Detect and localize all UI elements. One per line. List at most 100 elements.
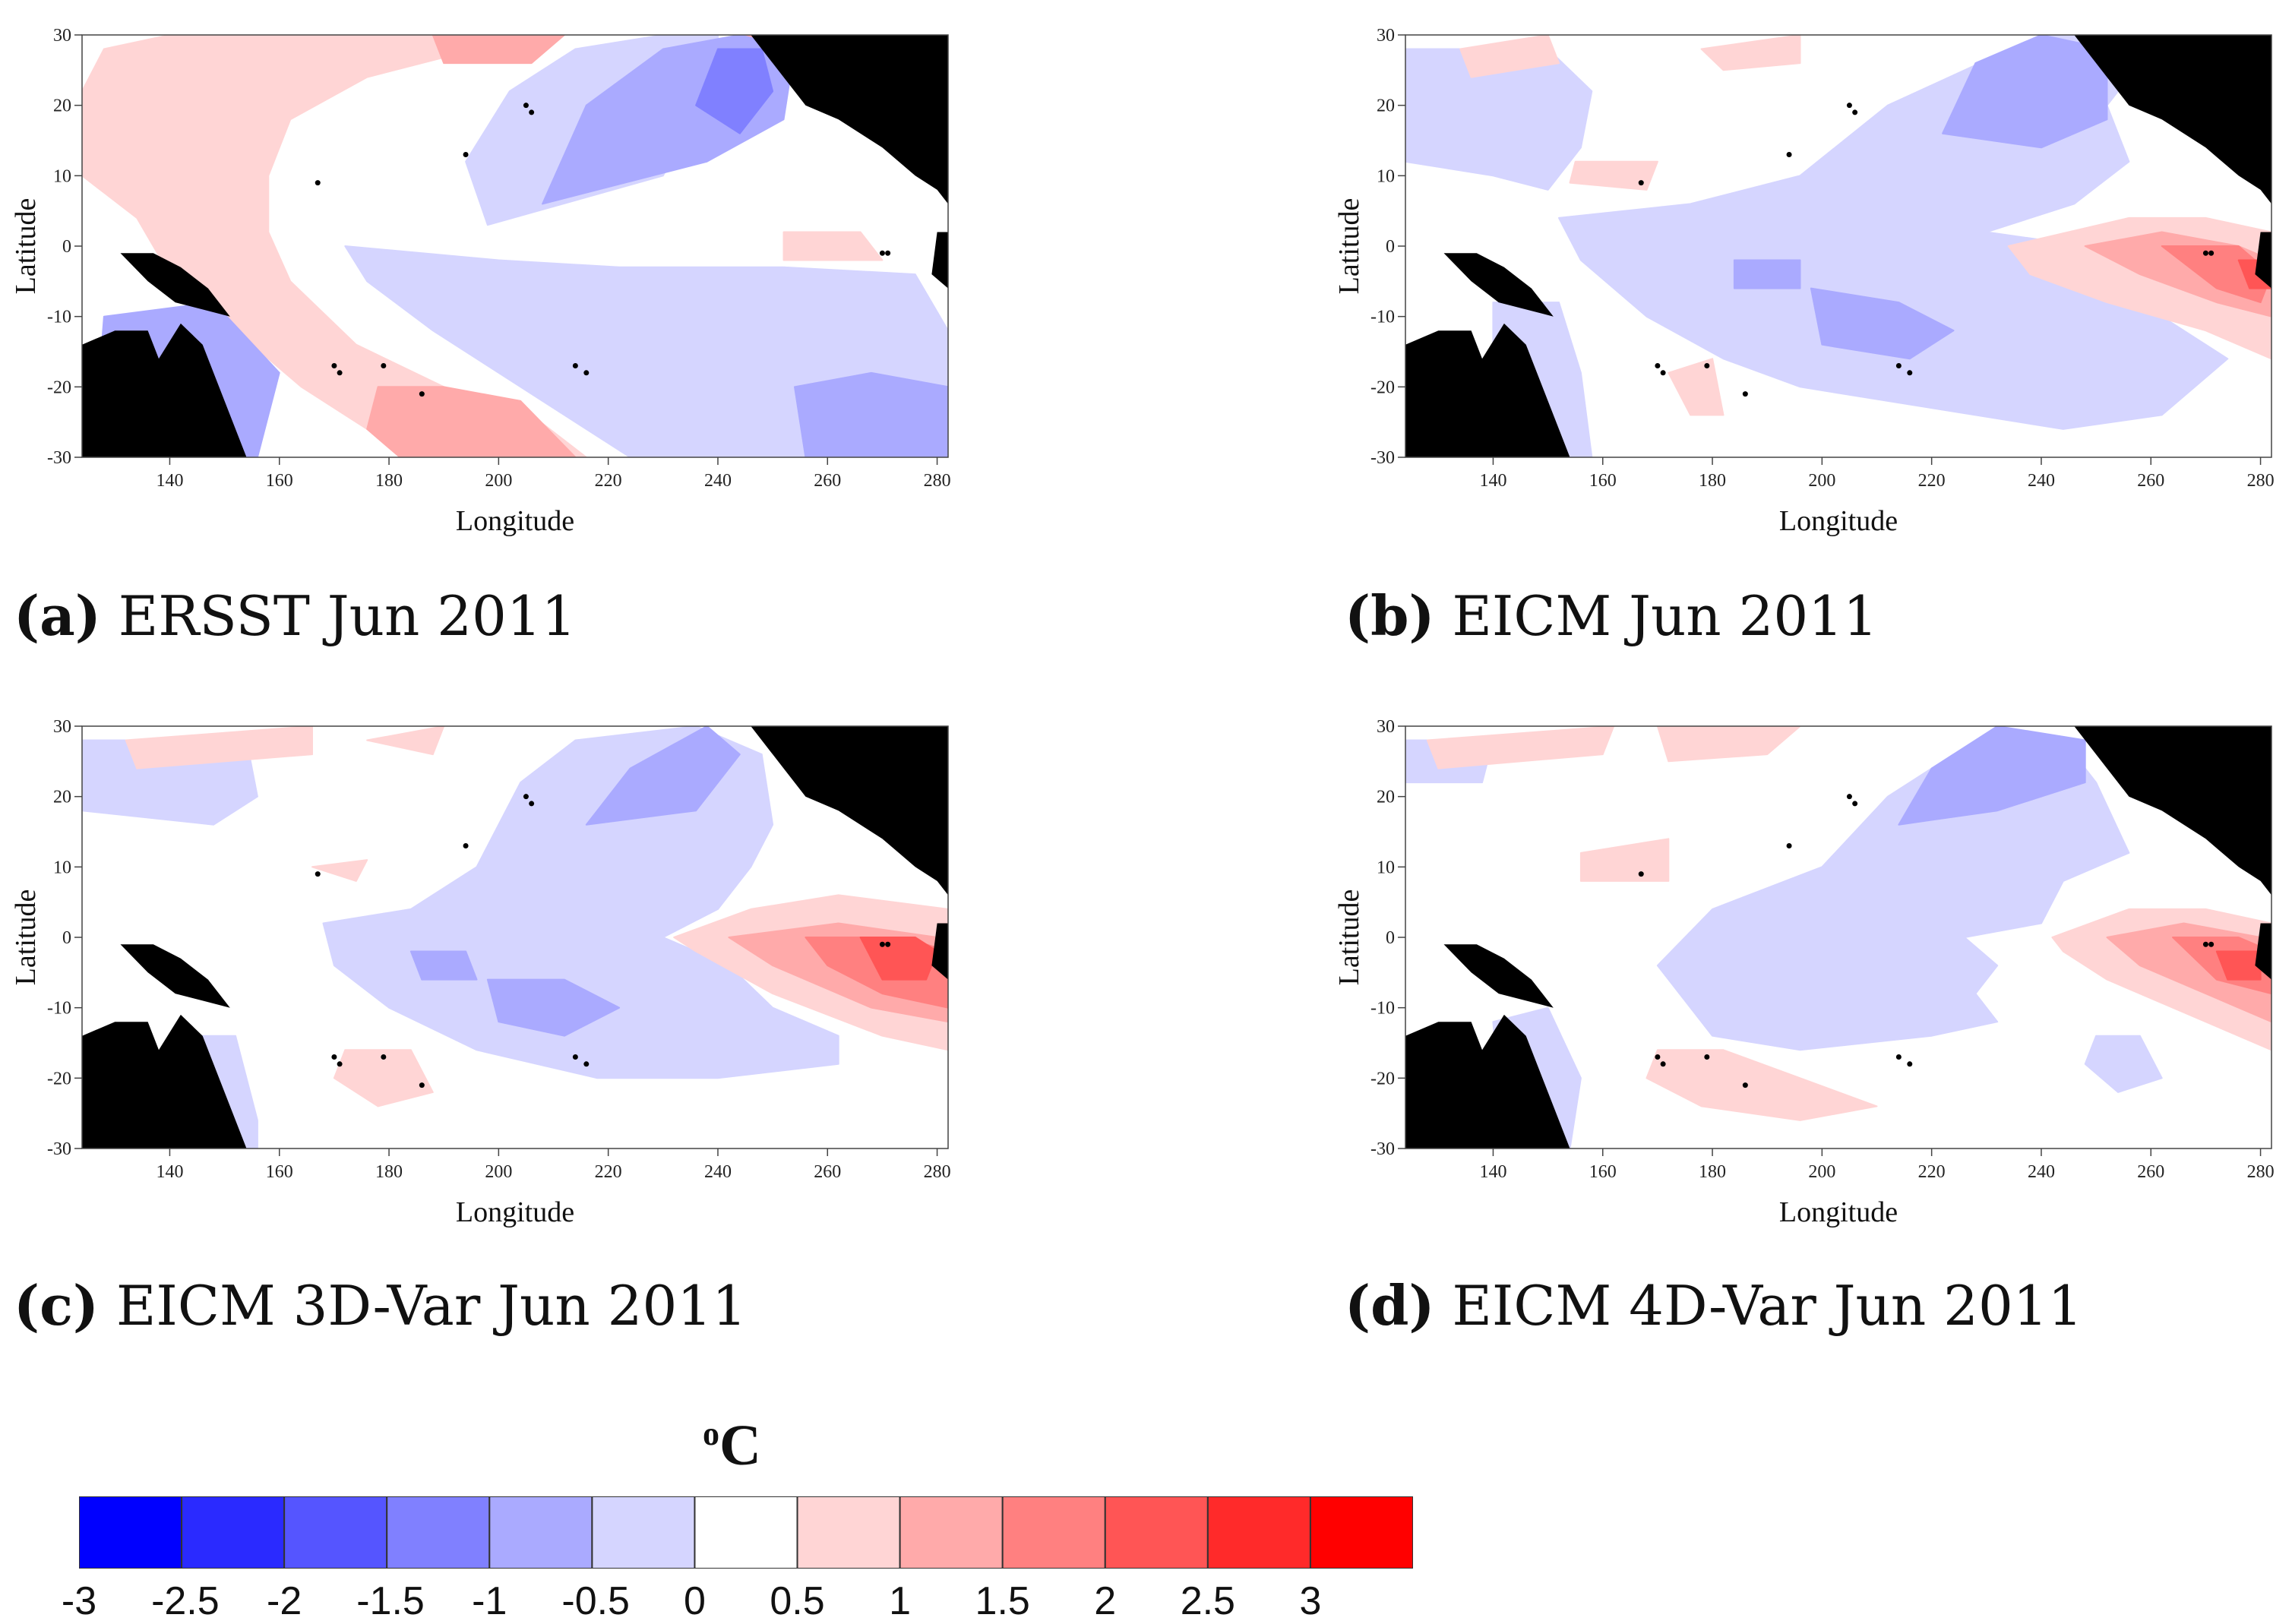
x-axis-label: Longitude	[1779, 1196, 1898, 1228]
anomaly-region-warm-sc-pac	[366, 386, 577, 457]
caption-b: (b) EICM Jun 2011	[1345, 583, 1878, 648]
x-tick-label: 280	[924, 471, 951, 491]
x-tick-label: 260	[814, 1162, 841, 1182]
island-dot	[331, 1054, 337, 1060]
y-tick-label: 30	[53, 717, 71, 737]
island-dot	[2208, 250, 2215, 256]
caption-a-label: (a)	[14, 583, 101, 648]
x-tick-label: 140	[156, 471, 183, 491]
island-dot	[1742, 391, 1748, 397]
panel-b: 140 160 180 200 220 240 260 280 -30 -20 -10 0 10 20 30…	[1326, 0, 2292, 554]
y-tick-label: -30	[1370, 1139, 1395, 1159]
x-tick-label: 280	[2247, 1162, 2275, 1182]
x-tick-label: 180	[1699, 1162, 1726, 1182]
map-c: 140 160 180 200 220 240 260 280 -30 -20 -10 0 10 20 30…	[10, 717, 951, 1228]
colorbar-box	[1206, 1496, 1311, 1569]
land-australia	[1405, 1014, 1570, 1148]
caption-b-label: (b)	[1345, 583, 1435, 648]
land-australia	[82, 1014, 247, 1148]
colorbar-box	[1104, 1496, 1209, 1569]
caption-b-text: EICM Jun 2011	[1452, 584, 1878, 648]
colorbar-box	[488, 1496, 593, 1569]
anomaly-layer	[82, 726, 948, 1148]
y-tick-label: 30	[1377, 26, 1395, 46]
anomaly-region-warm-eq-core	[859, 937, 938, 981]
colorbar-tick-label: -0.5	[561, 1579, 630, 1623]
island-dot	[1907, 370, 1913, 376]
map-a: 140 160 180 200 220 240 260 280 -30 -20 -10 0 10 20 30…	[10, 26, 951, 537]
x-axis-label: Longitude	[1779, 505, 1898, 537]
colorbar-unit-letter: C	[719, 1414, 761, 1477]
panel-a: 140 160 180 200 220 240 260 280 -30 -20 -10 0 10 20 30…	[0, 0, 988, 554]
anomaly-region-cool-eq-w	[409, 950, 478, 981]
anomaly-region-warm-sw-c	[1645, 1049, 1878, 1121]
y-axis-label: Latitude	[10, 198, 42, 295]
map-b: 140 160 180 200 220 240 260 280 -30 -20 -10 0 10 20 30…	[1333, 26, 2275, 537]
caption-a: (a) ERSST Jun 2011	[14, 583, 576, 648]
x-tick-label: 260	[2137, 1162, 2164, 1182]
colorbar-tick-label: -1	[472, 1579, 507, 1623]
island-dot	[1638, 871, 1644, 877]
anomaly-region-cool-se-patch	[794, 371, 948, 457]
island-dot	[1742, 1082, 1748, 1088]
caption-c-label: (c)	[14, 1273, 99, 1338]
island-dot	[1660, 370, 1666, 376]
anomaly-region-warm-mid	[1569, 160, 1658, 191]
land-central-america	[751, 726, 948, 896]
anomaly-region-warm-n-c	[366, 726, 445, 756]
anomaly-region-cool-n-east	[585, 726, 741, 826]
y-axis-label: Latitude	[1333, 198, 1365, 295]
island-dot	[1895, 1054, 1902, 1060]
x-tick-label: 280	[2247, 471, 2275, 491]
caption-c-text: EICM 3D-Var Jun 2011	[115, 1274, 747, 1338]
colorbar-tick-label: -2.5	[151, 1579, 220, 1623]
anomaly-region-warm-nw-strip	[1459, 35, 1560, 78]
x-tick-label: 140	[1479, 1162, 1506, 1182]
island-dot	[1907, 1061, 1913, 1067]
island-dot	[879, 941, 885, 947]
anomaly-region-warm-mid	[311, 859, 368, 882]
island-dot	[1786, 152, 1792, 158]
island-dot	[1895, 363, 1902, 369]
x-tick-label: 140	[156, 1162, 183, 1182]
island-dot	[315, 871, 321, 877]
island-dot	[523, 794, 529, 800]
y-axis-label: Latitude	[10, 889, 42, 986]
colorbar-tick-label: 0	[683, 1579, 706, 1623]
colorbar-unit-degree: o	[703, 1415, 719, 1452]
y-tick-label: 0	[1386, 928, 1395, 948]
island-dot	[583, 370, 590, 376]
y-tick-label: -30	[47, 1139, 71, 1159]
anomaly-layer	[1405, 726, 2271, 1148]
y-tick-label: -10	[1370, 308, 1395, 327]
island-dot	[463, 152, 469, 158]
map-d: 140 160 180 200 220 240 260 280 -30 -20 -10 0 10 20 30…	[1333, 717, 2275, 1228]
y-tick-label: -20	[47, 1069, 71, 1088]
colorbar-tick-label: 3	[1299, 1579, 1322, 1623]
caption-c: (c) EICM 3D-Var Jun 2011	[14, 1273, 747, 1338]
island-dot	[2202, 250, 2208, 256]
colorbar-box	[694, 1496, 798, 1569]
colorbar-tick-label: -2	[267, 1579, 302, 1623]
x-tick-label: 200	[485, 471, 512, 491]
y-tick-label: 10	[53, 166, 71, 186]
island-dot	[885, 250, 891, 256]
island-dot	[572, 1054, 578, 1060]
island-dot	[315, 180, 321, 186]
island-dot	[879, 250, 885, 256]
x-tick-label: 160	[266, 471, 293, 491]
land-australia	[82, 323, 247, 457]
island-dot	[1786, 843, 1792, 849]
y-tick-label: 30	[53, 26, 71, 46]
island-dot	[1655, 363, 1661, 369]
island-dot	[523, 103, 529, 109]
colorbar-tick-label: 0.5	[770, 1579, 825, 1623]
x-axis-label: Longitude	[456, 1196, 574, 1228]
y-tick-label: -20	[1370, 1069, 1395, 1088]
anomaly-region-cool-s-east	[2084, 1035, 2163, 1093]
anomaly-region-warm-eq-core	[2215, 950, 2262, 981]
colorbar-box	[386, 1496, 491, 1569]
x-tick-label: 260	[2137, 471, 2164, 491]
colorbar-box	[181, 1496, 286, 1569]
x-tick-label: 200	[1808, 1162, 1835, 1182]
